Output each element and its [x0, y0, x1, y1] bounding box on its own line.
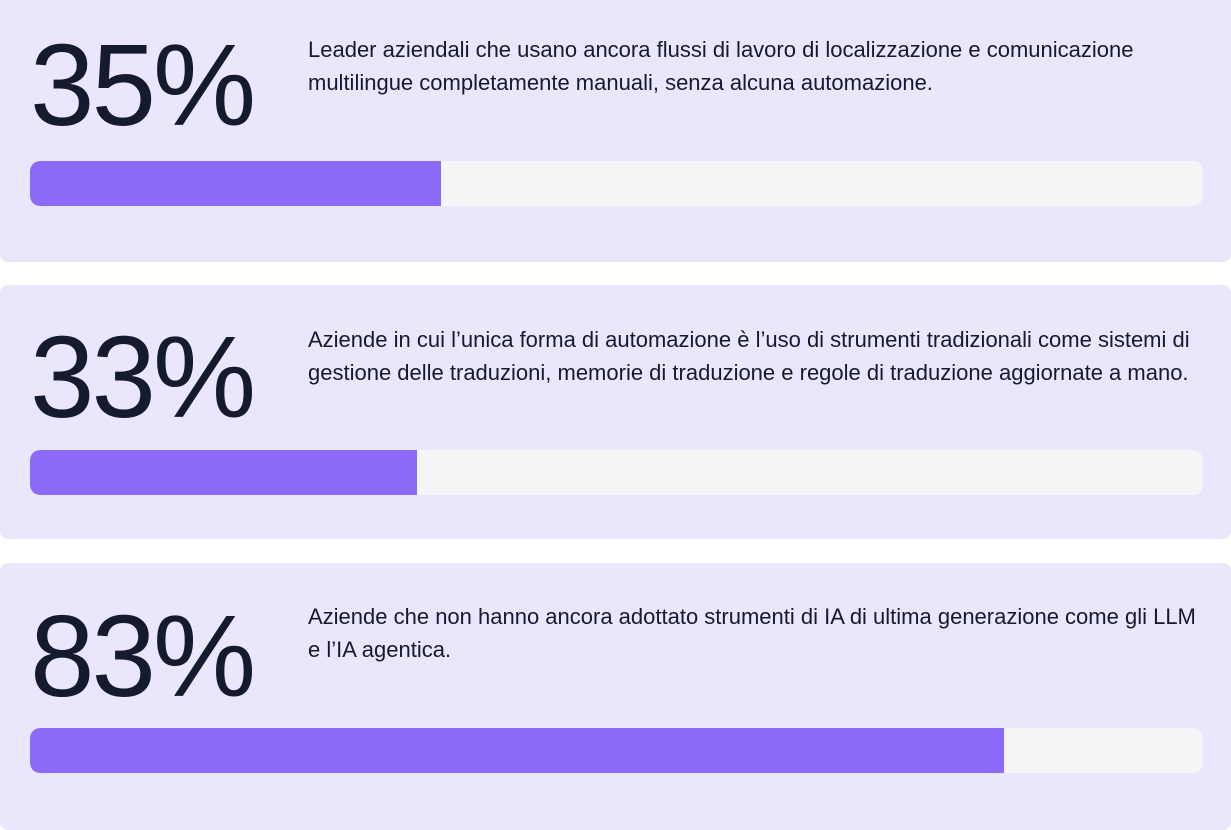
- progress-track: [30, 450, 1203, 495]
- stat-card-3: 83% Aziende che non hanno ancora adottat…: [0, 563, 1231, 830]
- progress-fill: [30, 161, 441, 206]
- stat-percentage: 83%: [30, 591, 256, 721]
- stat-percentage: 35%: [30, 20, 256, 150]
- progress-fill: [30, 728, 1004, 773]
- stat-description: Aziende che non hanno ancora adottato st…: [308, 604, 1196, 662]
- progress-track: [30, 728, 1203, 773]
- progress-fill: [30, 450, 418, 495]
- stat-description: Leader aziendali che usano ancora flussi…: [308, 37, 1134, 95]
- stat-card-1: 35% Leader aziendali che usano ancora fl…: [0, 0, 1231, 262]
- stat-card-2: 33% Aziende in cui l’unica forma di auto…: [0, 285, 1231, 539]
- stat-percentage: 33%: [30, 312, 256, 442]
- stat-description: Aziende in cui l’unica forma di automazi…: [308, 327, 1190, 385]
- progress-track: [30, 161, 1203, 206]
